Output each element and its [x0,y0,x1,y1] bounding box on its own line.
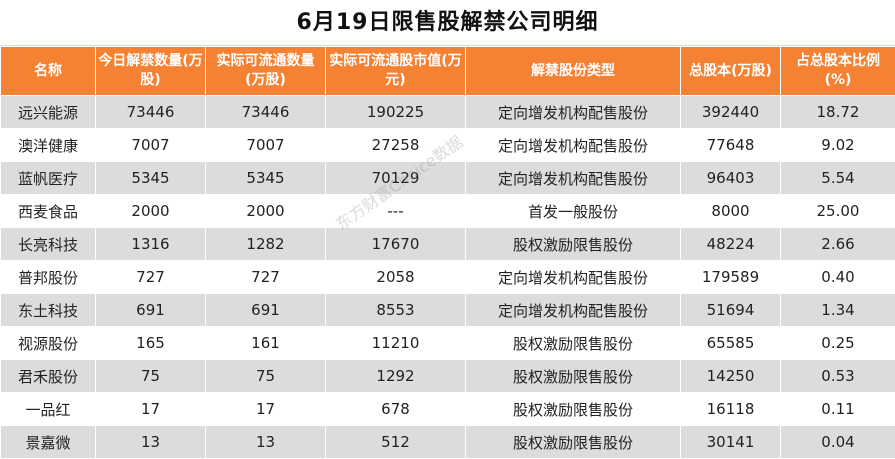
company-name-cell: 东土科技 [1,294,96,327]
total-shares-cell: 77648 [681,129,781,162]
tradable-value-cell: 1292 [326,360,466,393]
ratio-cell: 1.34 [781,294,895,327]
company-name-cell: 君禾股份 [1,360,96,393]
unlock-table: 名称 今日解禁数量(万股) 实际可流通数量(万股) 实际可流通股市值(万元) 解… [0,46,895,459]
ratio-cell: 0.53 [781,360,895,393]
company-name-cell: 远兴能源 [1,96,96,129]
share-type-cell: 定向增发机构配售股份 [466,162,681,195]
company-name-cell: 蓝帆医疗 [1,162,96,195]
ratio-cell: 5.54 [781,162,895,195]
share-type-cell: 股权激励限售股份 [466,426,681,459]
tradable-quantity-cell: 1282 [206,228,326,261]
share-type-cell: 首发一般股份 [466,195,681,228]
total-shares-cell: 48224 [681,228,781,261]
share-type-cell: 定向增发机构配售股份 [466,129,681,162]
unlock-quantity-cell: 5345 [96,162,206,195]
total-shares-cell: 179589 [681,261,781,294]
ratio-cell: 0.25 [781,327,895,360]
unlock-quantity-cell: 7007 [96,129,206,162]
tradable-value-cell: 2058 [326,261,466,294]
total-shares-cell: 51694 [681,294,781,327]
total-shares-cell: 65585 [681,327,781,360]
tradable-value-cell: 17670 [326,228,466,261]
unlock-quantity-cell: 75 [96,360,206,393]
total-shares-cell: 30141 [681,426,781,459]
tradable-quantity-cell: 13 [206,426,326,459]
tradable-quantity-cell: 5345 [206,162,326,195]
unlock-quantity-cell: 1316 [96,228,206,261]
page-title: 6月19日限售股解禁公司明细 [0,0,895,46]
unlock-quantity-cell: 727 [96,261,206,294]
unlock-quantity-cell: 165 [96,327,206,360]
ratio-cell: 0.11 [781,393,895,426]
column-header: 实际可流通股市值(万元) [326,47,466,96]
tradable-value-cell: 27258 [326,129,466,162]
share-type-cell: 定向增发机构配售股份 [466,261,681,294]
share-type-cell: 股权激励限售股份 [466,228,681,261]
total-shares-cell: 16118 [681,393,781,426]
share-type-cell: 股权激励限售股份 [466,360,681,393]
tradable-value-cell: --- [326,195,466,228]
column-header: 名称 [1,47,96,96]
tradable-value-cell: 70129 [326,162,466,195]
tradable-quantity-cell: 2000 [206,195,326,228]
column-header: 解禁股份类型 [466,47,681,96]
company-name-cell: 普邦股份 [1,261,96,294]
total-shares-cell: 96403 [681,162,781,195]
ratio-cell: 18.72 [781,96,895,129]
ratio-cell: 2.66 [781,228,895,261]
share-type-cell: 股权激励限售股份 [466,327,681,360]
tradable-value-cell: 678 [326,393,466,426]
column-header: 实际可流通数量(万股) [206,47,326,96]
tradable-quantity-cell: 7007 [206,129,326,162]
ratio-cell: 9.02 [781,129,895,162]
column-header: 总股本(万股) [681,47,781,96]
unlock-quantity-cell: 691 [96,294,206,327]
share-type-cell: 定向增发机构配售股份 [466,96,681,129]
tradable-value-cell: 11210 [326,327,466,360]
unlock-quantity-cell: 2000 [96,195,206,228]
table-header-row: 名称 今日解禁数量(万股) 实际可流通数量(万股) 实际可流通股市值(万元) 解… [1,47,895,96]
company-name-cell: 一品红 [1,393,96,426]
ratio-cell: 0.04 [781,426,895,459]
column-header: 占总股本比例(%) [781,47,895,96]
tradable-value-cell: 512 [326,426,466,459]
company-name-cell: 视源股份 [1,327,96,360]
tradable-value-cell: 190225 [326,96,466,129]
tradable-quantity-cell: 161 [206,327,326,360]
tradable-quantity-cell: 691 [206,294,326,327]
ratio-cell: 25.00 [781,195,895,228]
total-shares-cell: 8000 [681,195,781,228]
unlock-quantity-cell: 13 [96,426,206,459]
tradable-value-cell: 8553 [326,294,466,327]
unlock-quantity-cell: 17 [96,393,206,426]
share-type-cell: 股权激励限售股份 [466,393,681,426]
tradable-quantity-cell: 75 [206,360,326,393]
total-shares-cell: 14250 [681,360,781,393]
company-name-cell: 澳洋健康 [1,129,96,162]
tradable-quantity-cell: 727 [206,261,326,294]
tradable-quantity-cell: 17 [206,393,326,426]
company-name-cell: 西麦食品 [1,195,96,228]
company-name-cell: 景嘉微 [1,426,96,459]
tradable-quantity-cell: 73446 [206,96,326,129]
total-shares-cell: 392440 [681,96,781,129]
share-type-cell: 定向增发机构配售股份 [466,294,681,327]
ratio-cell: 0.40 [781,261,895,294]
unlock-quantity-cell: 73446 [96,96,206,129]
company-name-cell: 长亮科技 [1,228,96,261]
column-header: 今日解禁数量(万股) [96,47,206,96]
